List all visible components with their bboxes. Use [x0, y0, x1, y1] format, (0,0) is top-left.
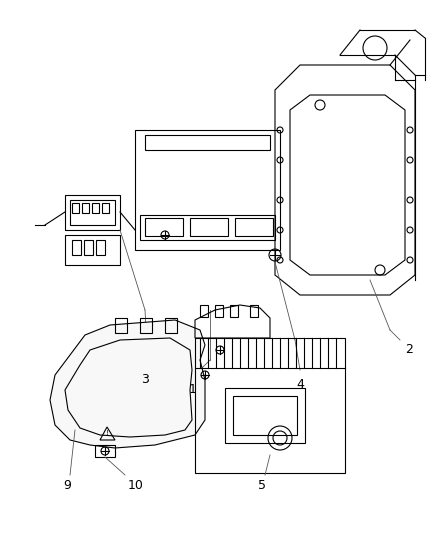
Bar	[145, 135, 270, 150]
Bar	[215, 305, 223, 317]
Text: 1: 1	[189, 383, 197, 396]
Polygon shape	[50, 320, 205, 448]
Text: !: !	[106, 430, 109, 436]
Bar	[165, 318, 177, 333]
Bar	[140, 215, 275, 240]
Bar	[65, 195, 120, 230]
Bar	[115, 318, 127, 333]
Bar	[82, 203, 89, 213]
Bar	[72, 240, 81, 255]
Bar	[70, 200, 115, 225]
Text: 10: 10	[128, 479, 144, 492]
Bar	[145, 218, 183, 236]
Bar	[195, 338, 345, 473]
Bar	[95, 445, 115, 457]
Bar	[230, 305, 238, 317]
Text: 4: 4	[296, 378, 304, 391]
Bar	[135, 130, 280, 250]
Bar	[102, 203, 109, 213]
Bar	[190, 218, 228, 236]
Bar	[140, 318, 152, 333]
Bar	[96, 240, 105, 255]
Text: 5: 5	[258, 479, 266, 492]
Bar	[72, 203, 79, 213]
Bar	[65, 235, 120, 265]
Text: 2: 2	[405, 343, 413, 356]
Bar	[235, 218, 273, 236]
Text: 9: 9	[63, 479, 71, 492]
Bar	[225, 388, 305, 443]
Bar	[84, 240, 93, 255]
Bar	[200, 305, 208, 317]
Bar	[92, 203, 99, 213]
Bar	[233, 396, 297, 435]
Text: 3: 3	[141, 373, 149, 386]
Bar	[250, 305, 258, 317]
